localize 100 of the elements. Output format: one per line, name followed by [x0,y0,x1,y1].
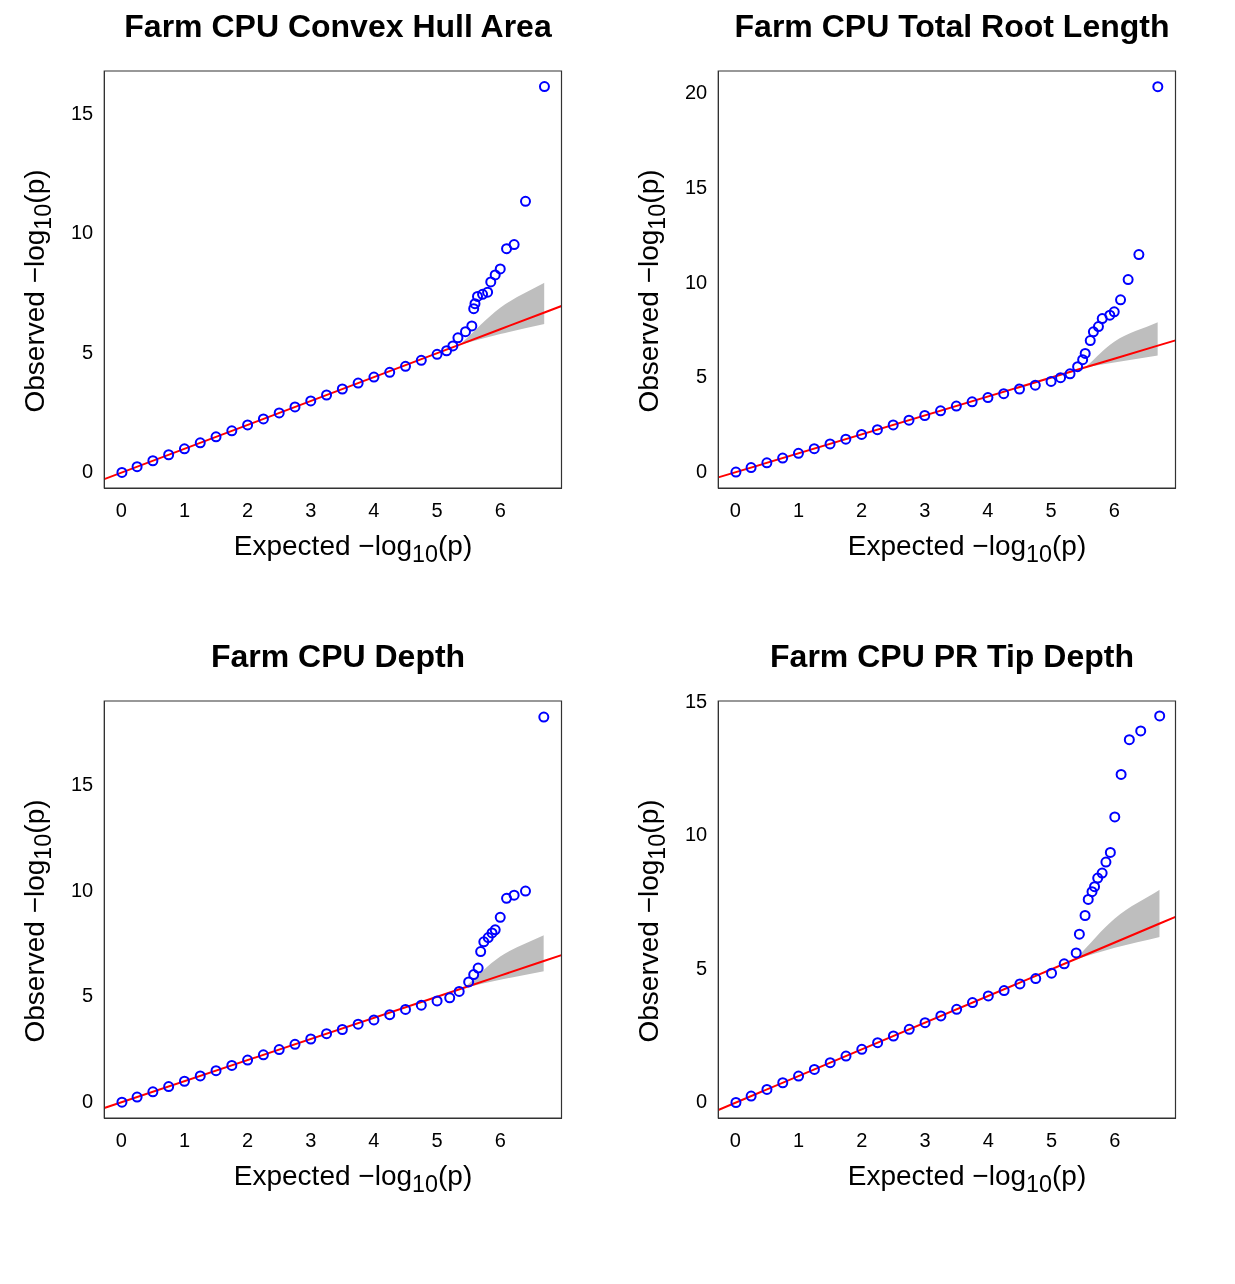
point [1104,309,1116,321]
y-tick-label: 10 [685,270,708,293]
point [1082,893,1094,905]
point [475,946,487,958]
point [951,1003,963,1015]
point [1055,372,1067,384]
point [485,276,497,288]
point [460,326,471,338]
point [935,405,947,417]
x-tick-label: 4 [982,1128,994,1151]
point [482,932,494,944]
point [210,431,222,443]
point [919,1017,931,1029]
point [998,388,1010,400]
point [472,290,483,302]
point [730,466,742,478]
point [468,303,480,315]
point [472,962,484,974]
x-tick-label: 4 [982,498,994,521]
point [950,400,962,412]
x-tick-label: 1 [178,498,191,521]
x-tick-label: 4 [368,498,380,521]
chart-title: Farm CPU Total Root Length [733,8,1171,46]
y-tick-label: 15 [71,101,94,124]
point [466,320,478,332]
point [1135,725,1147,737]
x-tick-label: 2 [242,1128,254,1151]
point [1100,856,1112,868]
point [1109,811,1121,823]
point [147,455,159,467]
point [508,239,520,251]
point [1079,347,1091,359]
point [1104,846,1116,858]
x-tick-label: 5 [431,498,443,521]
point [1045,375,1057,387]
point [489,269,501,281]
point [501,892,513,904]
point [903,414,915,426]
x-tick-label: 4 [368,1128,380,1151]
point [793,1070,805,1082]
point [966,396,978,408]
chart-title: Farm CPU PR Tip Depth [769,638,1135,676]
point [468,969,480,981]
point [482,286,494,298]
point [336,1023,348,1035]
point [289,401,301,413]
point [745,462,757,474]
point [887,1030,899,1042]
point [194,1070,206,1082]
y-tick-label: 0 [696,1090,708,1113]
point [824,438,836,450]
x-axis-title: Expected −log$_{10}$(p) [232,1160,474,1198]
point [1014,978,1026,990]
x-tick-label: 1 [792,498,805,521]
x-axis-title: Expected −log$_{10}$(p) [846,530,1088,568]
x-tick-label: 2 [856,1128,868,1151]
point [444,992,456,1004]
point [400,1003,411,1015]
y-tick-label: 10 [71,221,94,244]
point [808,1063,820,1075]
x-tick-label: 3 [919,498,931,521]
point [808,443,820,455]
point [352,377,364,389]
y-tick-label: 5 [82,984,94,1007]
point [131,1091,143,1103]
point [441,345,453,357]
point [305,1033,317,1045]
point [257,413,269,425]
point [935,1010,947,1022]
point [368,371,380,383]
y-tick-label: 20 [685,81,708,104]
point [321,1028,333,1040]
point [463,976,475,988]
point [273,1044,285,1056]
point [1084,335,1096,347]
point [368,1014,380,1026]
point [210,1065,222,1077]
point [242,1054,254,1066]
chart-title: Farm CPU Depth [209,638,467,676]
point [1133,249,1145,261]
point [919,410,931,421]
point [840,1050,852,1062]
point [856,1043,868,1055]
point [1089,881,1101,893]
y-tick-label: 10 [71,878,94,901]
point [730,1097,742,1109]
point [520,885,531,897]
point [415,354,427,366]
point [538,81,550,93]
point [1073,928,1085,940]
point [1029,379,1041,391]
point [116,1096,128,1108]
point [777,1077,789,1089]
point [384,366,396,378]
point [1070,947,1082,959]
y-tick-label: 0 [82,460,94,483]
point [131,461,143,473]
point [903,1023,915,1035]
point [431,995,443,1007]
point [824,1057,836,1069]
